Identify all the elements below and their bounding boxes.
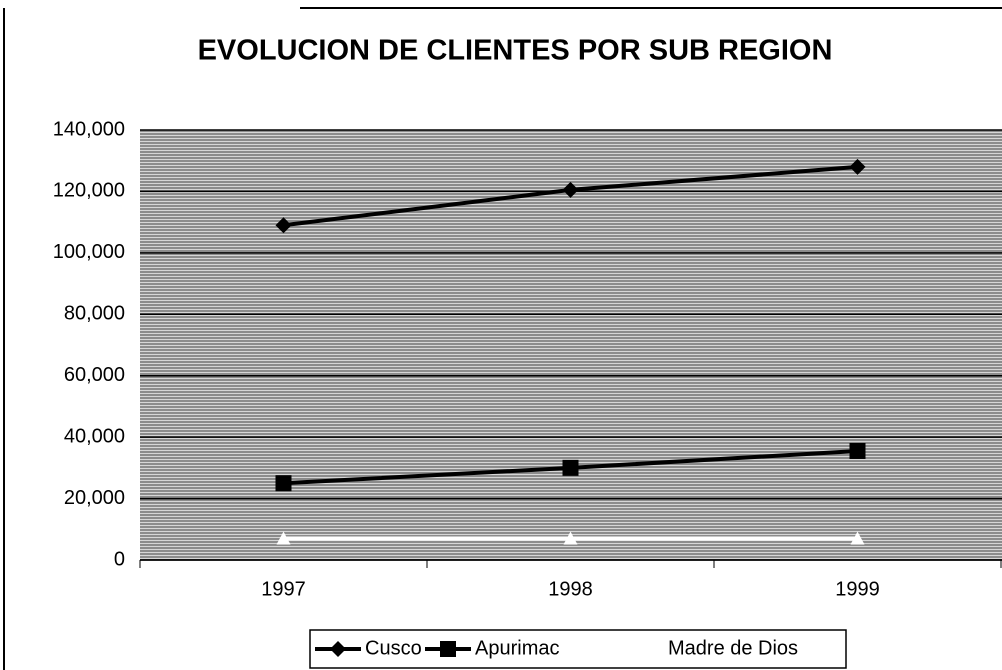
marker — [562, 181, 579, 198]
y-tick-label: 120,000 — [53, 180, 125, 202]
y-tick-label: 0 — [114, 548, 125, 570]
marker — [849, 442, 866, 459]
marker — [563, 531, 578, 545]
marker — [850, 531, 865, 545]
y-tick-label: 140,000 — [53, 118, 125, 140]
legend-marker — [330, 641, 346, 657]
marker — [275, 217, 292, 234]
y-tick-label: 80,000 — [64, 303, 125, 325]
legend-label: Cusco — [365, 637, 422, 659]
x-tick-label: 1999 — [835, 578, 880, 600]
legend-marker — [626, 642, 640, 655]
legend-label: Madre de Dios — [668, 637, 798, 659]
y-tick-label: 60,000 — [64, 364, 125, 386]
x-tick-label: 1997 — [261, 578, 306, 600]
marker — [276, 531, 291, 545]
chart-title: EVOLUCION DE CLIENTES POR SUB REGION — [198, 35, 833, 67]
legend-label: Apurimac — [475, 637, 559, 659]
legend-marker — [440, 641, 456, 657]
y-tick-label: 100,000 — [53, 241, 125, 263]
y-tick-label: 20,000 — [64, 487, 125, 509]
legend-box — [309, 629, 847, 669]
marker — [275, 475, 292, 492]
y-tick-label: 40,000 — [64, 425, 125, 447]
marker — [849, 158, 866, 175]
marker — [562, 459, 579, 476]
x-tick-label: 1998 — [548, 578, 593, 600]
